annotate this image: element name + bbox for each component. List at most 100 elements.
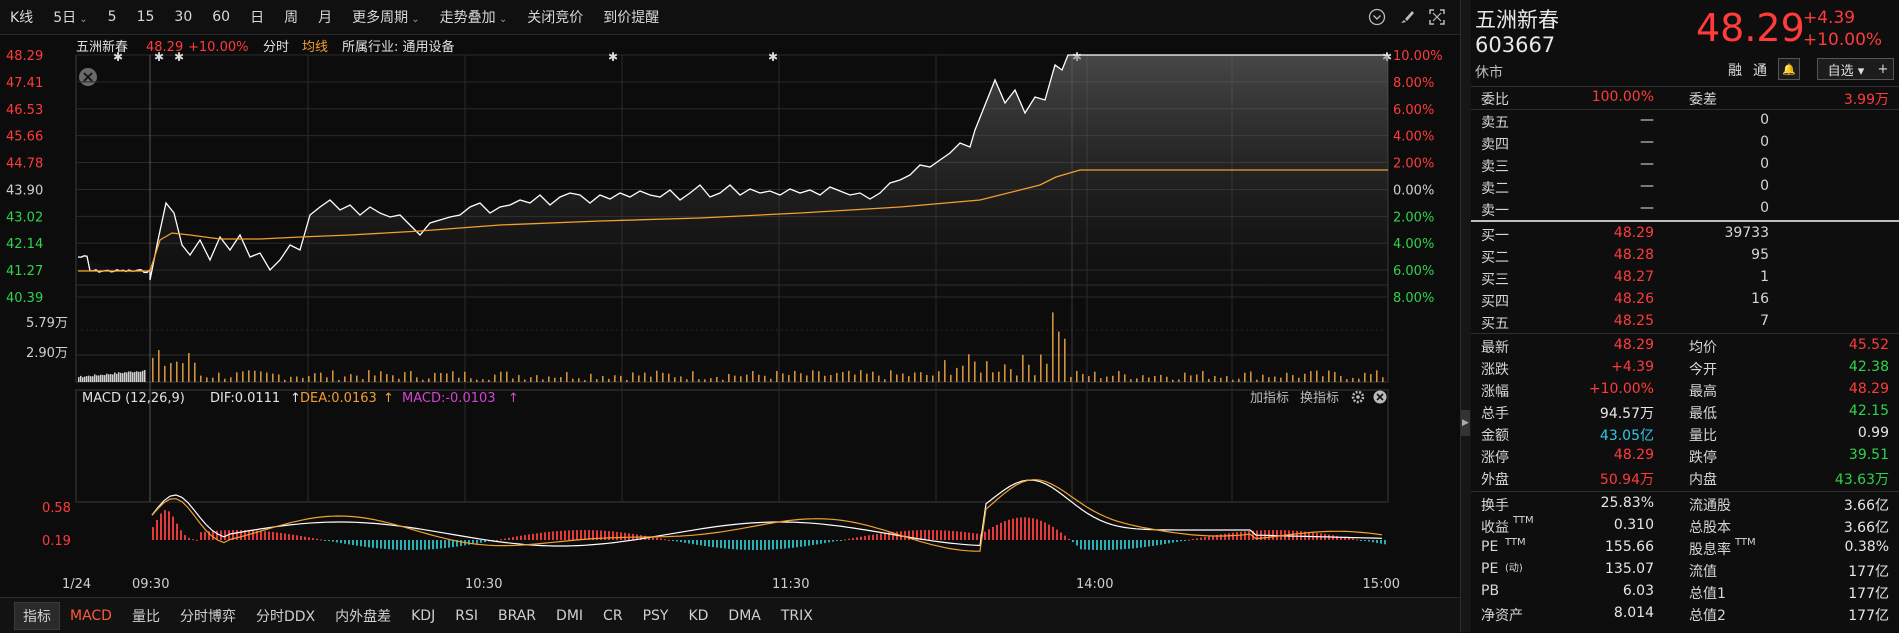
macd-histogram-bar	[432, 540, 434, 550]
fund-label: 总值1	[1689, 586, 1726, 602]
volume-bar	[1046, 363, 1048, 382]
fund-label: 总值2	[1689, 608, 1726, 624]
tab-brar[interactable]: BRAR	[497, 607, 537, 624]
volume-bar	[680, 376, 682, 382]
close-overlay-button[interactable]	[79, 68, 97, 86]
macd-histogram-bar	[288, 534, 290, 540]
macd-histogram-bar	[1048, 524, 1050, 540]
macd-histogram-bar	[192, 539, 194, 541]
macd-histogram-bar	[1364, 540, 1366, 541]
fund-label-suffix: TTM	[1735, 537, 1756, 548]
macd-histogram-bar	[524, 535, 526, 540]
tab-month[interactable]: 月	[318, 10, 333, 26]
volume-bar	[1148, 377, 1150, 382]
tab-5day[interactable]: 5日	[43, 7, 97, 27]
macd-histogram-bar	[224, 530, 226, 540]
collapse-panel-button[interactable]: ▶	[1461, 410, 1470, 436]
right-axis-tick: 4.00%	[1393, 237, 1434, 252]
fund-value: 25.83%	[1600, 495, 1654, 511]
tab-psy[interactable]: PSY	[642, 607, 669, 624]
volume-bar	[542, 379, 544, 382]
volume-bar	[164, 365, 166, 382]
macd-histogram-bar	[988, 529, 990, 540]
indicator-tabs: 指标 MACD 量比 分时博弈 分时DDX 内外盘差 KDJ RSI BRAR …	[0, 597, 1460, 633]
volume-bar	[794, 370, 796, 382]
left-axis-tick: 40.39	[6, 291, 43, 306]
volume-bar	[956, 367, 958, 382]
add-watchlist-button[interactable]: +	[1873, 58, 1894, 80]
tab-week[interactable]: 周	[284, 10, 299, 26]
fund-value: 177亿	[1848, 586, 1889, 602]
volume-bar	[992, 372, 994, 382]
tab-15min[interactable]: 15	[136, 9, 155, 25]
tab-dmi[interactable]: DMI	[556, 607, 584, 624]
macd-histogram-bar	[188, 537, 190, 540]
macd-histogram-bar	[608, 531, 610, 540]
volume-bar	[620, 375, 622, 382]
tab-inner-outer-diff[interactable]: 内外盘差	[335, 608, 392, 625]
volume-bar	[506, 371, 508, 382]
volume-bar	[692, 371, 694, 382]
macd-histogram-bar	[204, 531, 206, 540]
chevron-circle-icon[interactable]	[1368, 8, 1386, 26]
add-indicator-button[interactable]: 加指标	[1250, 391, 1289, 406]
macd-histogram-bar	[556, 531, 558, 540]
fullscreen-icon[interactable]	[1428, 8, 1446, 26]
macd-histogram-bar	[1112, 540, 1114, 550]
tab-kline[interactable]: K线	[10, 10, 34, 26]
brush-icon[interactable]	[1398, 8, 1416, 26]
volume-bar	[80, 375, 82, 382]
overlay-dropdown[interactable]: 走势叠加	[430, 7, 518, 27]
macd-histogram-bar	[532, 533, 534, 540]
period-toolbar: K线 5日 5 15 30 60 日 周 月 更多周期 走势叠加 关闭竞价 到价…	[0, 0, 1460, 35]
intraday-chart[interactable]: 五洲新春 48.29 +10.00% 分时 均线 所属行业: 通用设备 ✱ ✱ ✱ ✱…	[0, 35, 1460, 597]
volume-bar	[1160, 374, 1162, 382]
tab-volume-ratio[interactable]: 量比	[131, 608, 160, 625]
tab-day[interactable]: 日	[250, 10, 265, 26]
switch-indicator-button[interactable]: 换指标	[1300, 391, 1339, 406]
margin-button[interactable]: 融	[1728, 63, 1742, 79]
tab-30min[interactable]: 30	[174, 9, 193, 25]
tab-60min[interactable]: 60	[212, 9, 231, 25]
weibi-value: 100.00%	[1591, 89, 1654, 105]
tab-intraday-game[interactable]: 分时博弈	[179, 608, 236, 625]
macd-histogram-bar	[836, 540, 838, 541]
connect-button[interactable]: 通	[1753, 63, 1767, 79]
volume-bar	[272, 373, 274, 382]
price-alert-button[interactable]: 到价提醒	[603, 10, 660, 26]
stat-label: 最新	[1481, 340, 1509, 356]
macd-dif: DIF:0.0111	[210, 391, 280, 406]
tab-trix[interactable]: TRIX	[780, 607, 813, 624]
time-axis-label: 1/24	[62, 577, 91, 592]
tab-kd[interactable]: KD	[688, 607, 709, 624]
avg-price-line	[78, 169, 1388, 272]
tab-intraday-ddx[interactable]: 分时DDX	[255, 608, 316, 625]
macd-histogram-bar	[480, 540, 482, 543]
watchlist-dropdown[interactable]: 自选 ▾	[1817, 58, 1875, 80]
macd-histogram-bar	[1156, 540, 1158, 546]
tab-macd[interactable]: MACD	[70, 607, 112, 624]
close-icon[interactable]	[1373, 390, 1387, 404]
volume-bar	[1328, 370, 1330, 382]
tab-indicators[interactable]: 指标	[14, 601, 60, 630]
tab-kdj[interactable]: KDJ	[411, 607, 436, 624]
volume-bar	[1196, 374, 1198, 382]
macd-histogram-bar	[348, 540, 350, 545]
volume-bar	[132, 372, 134, 382]
bell-icon[interactable]: 🔔	[1778, 58, 1800, 80]
volume-bar	[830, 375, 832, 382]
volume-bar	[626, 379, 628, 382]
tab-cr[interactable]: CR	[603, 607, 623, 624]
more-periods-dropdown[interactable]: 更多周期	[342, 7, 430, 27]
tab-dma[interactable]: DMA	[728, 607, 761, 624]
gear-icon[interactable]	[1351, 390, 1365, 404]
close-auction-button[interactable]: 关闭竞价	[527, 10, 584, 26]
macd-histogram-bar	[320, 539, 322, 541]
tab-5min[interactable]: 5	[107, 9, 117, 25]
macd-histogram-bar	[364, 540, 366, 547]
macd-histogram-bar	[352, 540, 354, 546]
macd-histogram-bar	[596, 530, 598, 540]
left-axis-tick: 46.53	[6, 103, 43, 118]
macd-histogram-bar	[624, 532, 626, 540]
tab-rsi[interactable]: RSI	[455, 607, 478, 624]
